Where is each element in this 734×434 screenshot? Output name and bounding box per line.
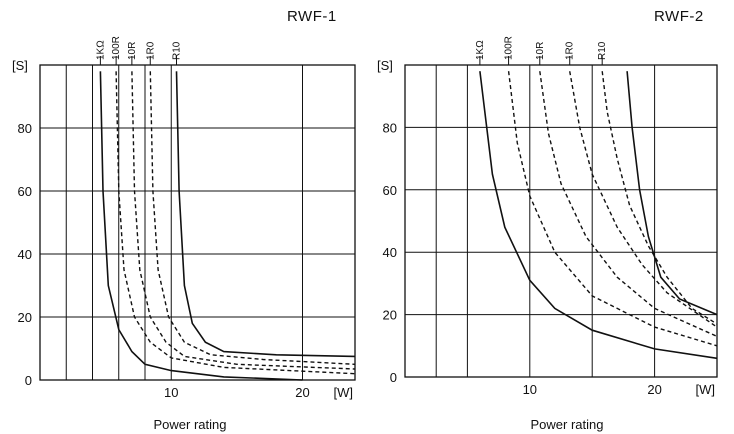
chart1-curve-100r (115, 71, 356, 375)
chart-rwf-1: 1KΩ 100R 10R 1R0 R10 0 20 40 60 80 [S] 10 20 [W] RWF-1… (12, 8, 356, 432)
chart2-title: RWF-2 (654, 8, 704, 25)
chart1-ytick-label: 20 (18, 310, 32, 325)
chart2-series-label: 10R (535, 42, 546, 60)
chart2-curve-10r (539, 71, 718, 338)
chart2-series-label: 1R0 (565, 41, 576, 60)
chart2-ytick-label: 60 (383, 183, 397, 198)
chart1-xtick-label: 10 (164, 385, 178, 400)
chart2-curve-r10 (601, 71, 718, 325)
chart1-curve-1k (99, 71, 303, 381)
chart1-curve-10r (131, 71, 356, 370)
chart2-curve-1k (479, 71, 718, 360)
chart1-xtick-label: 20 (295, 385, 309, 400)
chart1-curve-1r0 (149, 71, 356, 365)
chart2-y-unit: [S] (377, 58, 393, 73)
chart1-curve-r10 (175, 71, 356, 358)
chart2-ytick-label: 20 (383, 308, 397, 323)
chart2-series-label: R10 (597, 41, 608, 60)
chart1-ytick-label: 80 (18, 121, 32, 136)
chart1-ytick-label: 40 (18, 247, 32, 262)
chart2-plot-frame (404, 64, 718, 378)
chart1-title: RWF-1 (287, 8, 337, 25)
chart2-xtick-label: 20 (647, 382, 661, 397)
chart2-series-label: 1KΩ (475, 40, 486, 60)
chart1-x-unit: [W] (334, 385, 354, 400)
chart1-series-label: 1R0 (145, 41, 156, 60)
chart1-series-label: 100R (111, 36, 122, 60)
chart1-ytick-label: 0 (25, 373, 32, 388)
chart1-series-label: 10R (127, 42, 138, 60)
chart2-curve-extra (626, 71, 718, 316)
chart2-ytick-label: 40 (383, 245, 397, 260)
chart2-xlabel: Power rating (531, 417, 604, 432)
chart2-curve-1r0 (569, 71, 718, 328)
chart1-plot-frame (39, 64, 356, 381)
chart2-ytick-label: 0 (390, 370, 397, 385)
chart-rwf-2: 1KΩ 100R 10R 1R0 R10 0 20 40 60 80 [S] 10 20 [W] RWF-2… (377, 8, 718, 432)
chart1-ytick-label: 60 (18, 184, 32, 199)
chart2-ytick-label: 80 (383, 120, 397, 135)
chart1-series-label: 1KΩ (95, 40, 106, 60)
chart1-xlabel: Power rating (154, 417, 227, 432)
chart1-y-unit: [S] (12, 58, 28, 73)
chart1-series-label: R10 (172, 41, 183, 60)
chart2-series-label: 100R (504, 36, 515, 60)
chart2-xtick-label: 10 (523, 382, 537, 397)
chart2-curve-100r (507, 71, 718, 347)
chart2-x-unit: [W] (696, 382, 716, 397)
